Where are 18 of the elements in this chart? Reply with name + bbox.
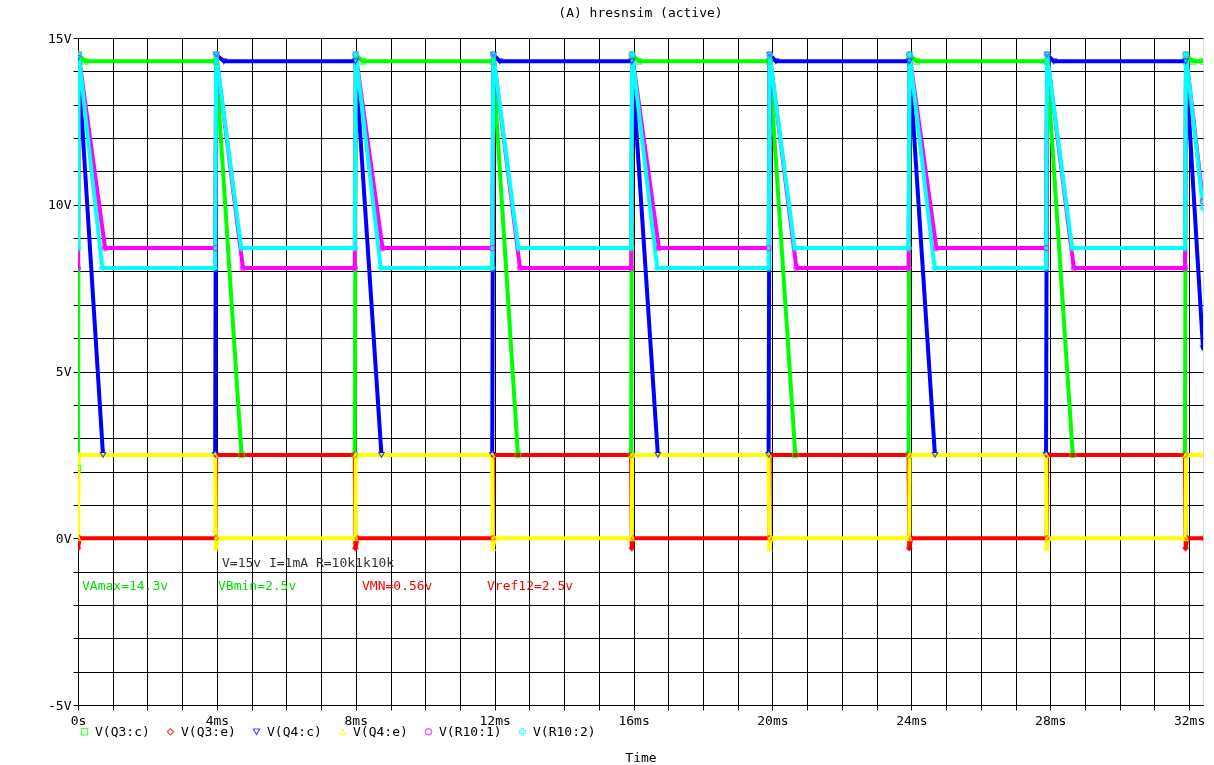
x-tick-label: 0s	[70, 712, 87, 728]
legend-label: V(R10:1)	[439, 723, 502, 739]
legend-label: V(R10:2)	[533, 723, 596, 739]
x-tick-label: 20ms	[757, 712, 789, 728]
y-tick-label: 15V	[48, 30, 72, 46]
y-tick-label: -5V	[48, 697, 72, 713]
legend-label: V(Q4:e)	[353, 723, 408, 739]
legend-label: V(Q3:c)	[95, 723, 150, 739]
y-tick-label: 10V	[48, 197, 72, 213]
legend-label: V(Q4:c)	[267, 723, 322, 739]
y-tick-label: 0V	[55, 530, 72, 546]
x-tick-label: 32ms	[1173, 712, 1206, 728]
x-tick-label: 16ms	[618, 712, 650, 728]
y-tick-label: 5V	[55, 364, 72, 379]
chart-title: (A) hresnsim (active)	[558, 5, 723, 20]
x-tick-label: 24ms	[896, 712, 928, 728]
x-tick-label: 28ms	[1035, 712, 1067, 728]
x-axis-title: Time	[625, 749, 657, 765]
